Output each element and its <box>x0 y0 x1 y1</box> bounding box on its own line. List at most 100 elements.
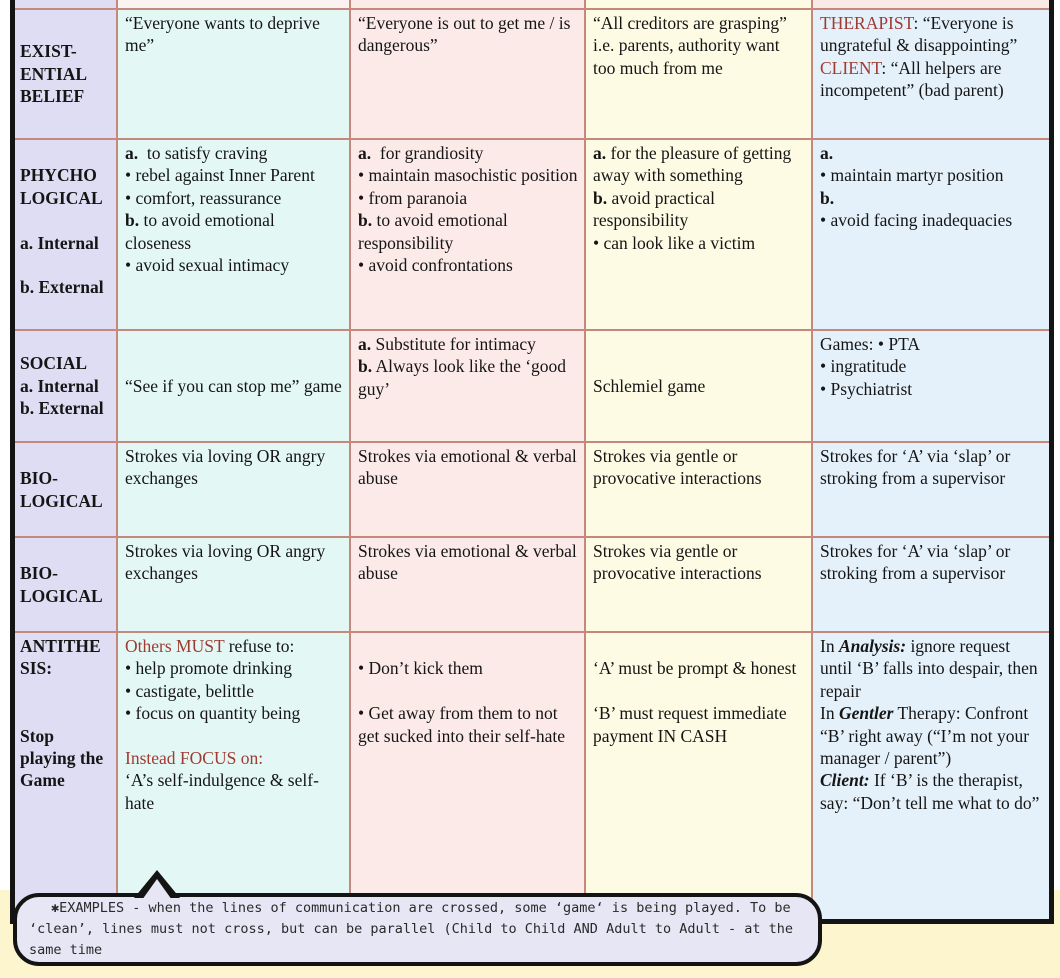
table-cell: Strokes via emotional & verbal abuse <box>351 538 586 631</box>
text-line: • rebel against Inner Parent <box>125 165 315 186</box>
text-line <box>20 142 113 164</box>
text-line: • ingratitude <box>820 356 907 377</box>
table-cell: “All creditors are grasping” i.e. parent… <box>586 10 813 138</box>
text-line: a. to satisfy craving <box>125 143 268 163</box>
text-line: Strokes for ‘A’ via ‘slap’ or stroking f… <box>820 541 1011 584</box>
text-line: b. to avoid emotional responsibility <box>358 210 508 253</box>
table-cell: a. • maintain martyr position b. • avoid fa… <box>813 140 1049 329</box>
table-cell: Schlemiel game <box>586 331 813 441</box>
text-line: ANTITHE <box>20 636 101 656</box>
table-cell <box>15 0 118 8</box>
games-comparison-table: EXIST- ENTIAL BELIEF “Everyone wants to dep… <box>10 0 1054 924</box>
table-cell: Strokes via loving OR angry exchanges <box>118 443 351 536</box>
text-line: LOGICAL <box>20 490 103 511</box>
text-line <box>125 725 343 747</box>
row-header: PHYCHO LOGICAL a. Internal b. External <box>15 140 118 329</box>
table-cell: a. for the pleasure of getting away with… <box>586 140 813 329</box>
text-line: a. Internal <box>20 232 99 253</box>
table-cell: “Everyone is out to get me / is dangerou… <box>351 10 586 138</box>
table-cell: THERAPIST: “Everyone is ungrateful & dis… <box>813 10 1049 138</box>
text-line: • from paranoia <box>358 187 468 208</box>
text-line: Strokes via loving OR angry exchanges <box>125 446 326 489</box>
text-line <box>20 702 113 724</box>
text-line: • avoid confrontations <box>358 254 513 275</box>
text-line: Strokes via loving OR angry exchanges <box>125 541 326 584</box>
text-line <box>593 680 805 702</box>
table-row: EXIST- ENTIAL BELIEF “Everyone wants to dep… <box>15 10 1049 140</box>
text-line <box>358 680 578 702</box>
text-line: Strokes via gentle or provocative intera… <box>593 541 762 584</box>
text-line: a. Internal <box>20 375 99 396</box>
text-line: Game <box>20 770 65 791</box>
text-line: • can look like a victim <box>593 232 756 253</box>
text-line: SOCIAL <box>20 353 88 374</box>
text-line: Schlemiel game <box>593 375 706 396</box>
row-header: SOCIAL a. Internal b. External <box>15 331 118 441</box>
text-line <box>20 209 113 231</box>
text-line: ‘A’ must be prompt & honest <box>593 658 797 679</box>
text-line: “Everyone is out to get me / is dangerou… <box>358 13 571 56</box>
text-line: • avoid sexual intimacy <box>125 254 290 275</box>
table-cell <box>813 0 1049 8</box>
table-body: EXIST- ENTIAL BELIEF “Everyone wants to dep… <box>15 0 1049 919</box>
text-line: • maintain masochistic position <box>358 165 578 186</box>
table-row: BIO- LOGICAL Strokes via loving OR angry e… <box>15 443 1049 538</box>
table-row: SOCIAL a. Internal b. External “See if you … <box>15 331 1049 443</box>
table-cell: “Everyone wants to deprive me” <box>118 10 351 138</box>
text-line: Strokes via emotional & verbal abuse <box>358 446 577 489</box>
text-line: “See if you can stop me” game <box>125 375 342 396</box>
text-line: a. for the pleasure of getting away with… <box>593 143 792 186</box>
text-line: • avoid facing inadequacies <box>820 210 1013 231</box>
table-cell: ‘A’ must be prompt & honest ‘B’ must req… <box>586 633 813 919</box>
text-line: PHYCHO <box>20 165 97 186</box>
text-line: EXIST- <box>20 41 77 62</box>
table-row: BIO- LOGICAL Strokes via loving OR angry e… <box>15 538 1049 633</box>
text-line: • Psychiatrist <box>820 378 913 399</box>
table-cell <box>118 0 351 8</box>
text-line: b. External <box>20 398 104 419</box>
text-line: THERAPIST: “Everyone is ungrateful & dis… <box>820 13 1018 56</box>
text-line: b. avoid practical responsibility <box>593 187 715 231</box>
text-line: b. <box>820 187 835 208</box>
text-line: SIS: <box>20 658 53 679</box>
text-line: Strokes via gentle or provocative intera… <box>593 446 762 489</box>
text-line: In Analysis: ignore request until ‘B’ fa… <box>820 636 1038 701</box>
table-row: ANTITHE SIS: Stop playing the Game Others MU… <box>15 633 1049 919</box>
text-line <box>20 254 113 276</box>
table-cell: a. for grandiosity • maintain masochistic… <box>351 140 586 329</box>
text-line: “Everyone wants to deprive me” <box>125 13 320 56</box>
text-line: • comfort, reassurance <box>125 187 282 208</box>
text-line: b. to avoid emotional closeness <box>125 210 275 253</box>
table-cell: “See if you can stop me” game <box>118 331 351 441</box>
text-line <box>20 680 113 702</box>
row-header: BIO- LOGICAL <box>15 538 118 631</box>
text-line: BIO- <box>20 563 58 584</box>
table-cell: Games: • PTA • ingratitude • Psychiatrist <box>813 331 1049 441</box>
text-line: playing the <box>20 747 104 768</box>
examples-callout: ✱EXAMPLES - when the lines of communicat… <box>13 893 822 966</box>
text-line: • focus on quantity being <box>125 703 301 724</box>
text-line: LOGICAL <box>20 187 103 208</box>
table-cell: • Don’t kick them • Get away from them t… <box>351 633 586 919</box>
table-cell: a. to satisfy craving • rebel against Inn… <box>118 140 351 329</box>
table-row-partial <box>15 0 1049 10</box>
text-line: ‘B’ must request immediate payment IN CA… <box>593 703 787 746</box>
text-line: Client: If ‘B’ is the therapist, say: “D… <box>820 770 1040 813</box>
examples-callout-text: ✱EXAMPLES - when the lines of communicat… <box>29 900 794 958</box>
text-line: BIO- <box>20 468 58 489</box>
text-line <box>358 635 578 657</box>
table-cell: a. Substitute for intimacy b. Always look… <box>351 331 586 441</box>
table-row: PHYCHO LOGICAL a. Internal b. External a. … <box>15 140 1049 331</box>
text-line: ‘A’s self-indulgence & self-hate <box>125 770 319 813</box>
table-cell <box>586 0 813 8</box>
text-line: Games: • PTA <box>820 334 920 354</box>
text-line: BELIEF <box>20 86 85 107</box>
text-line: b. Always look like the ‘good guy’ <box>358 356 567 399</box>
row-header: EXIST- ENTIAL BELIEF <box>15 10 118 138</box>
text-line: Strokes via emotional & verbal abuse <box>358 541 577 584</box>
text-line: • castigate, belittle <box>125 680 255 701</box>
text-line: Others MUST refuse to: <box>125 636 295 656</box>
text-line: a. for grandiosity <box>358 143 484 163</box>
text-line: Strokes for ‘A’ via ‘slap’ or stroking f… <box>820 446 1011 489</box>
text-line: In Gentler Therapy: Confront “B’ right a… <box>820 703 1030 768</box>
